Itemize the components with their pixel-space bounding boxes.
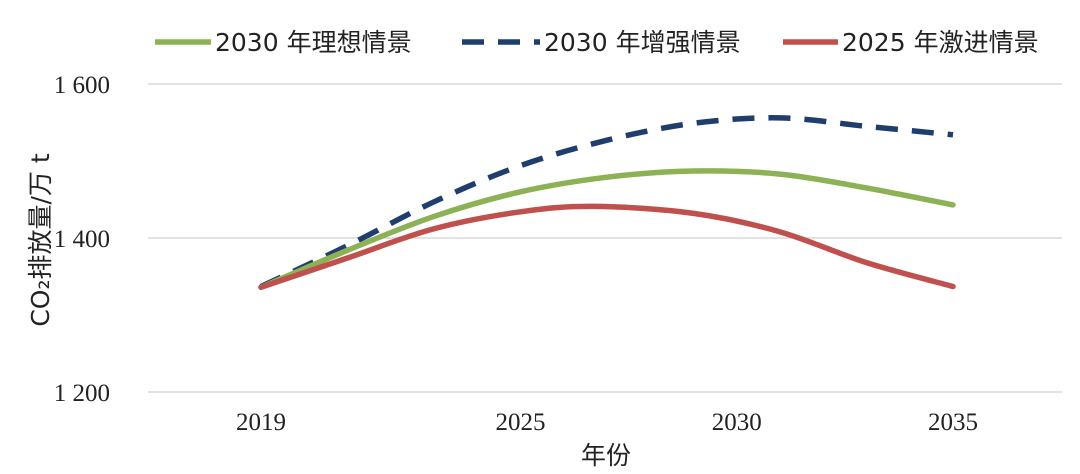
series-lines [258,115,956,291]
x-tick-label: 2030 [712,409,762,436]
series-line-2 [259,115,954,289]
series-line-1 [258,168,956,291]
legend: 2030 年理想情景 2030 年增强情景 2025 年激进情景 [155,28,1039,57]
x-tick-label: 2035 [928,409,978,436]
legend-label-2: 2030 年增强情景 [544,28,741,57]
y-tick-label: 1 600 [54,72,110,99]
x-tick-label: 2025 [496,409,546,436]
grid-lines [148,83,1062,393]
series-line-3 [258,203,956,291]
y-tick-label: 1 200 [54,380,110,407]
y-axis-title: CO₂排放量/万 t [26,153,55,327]
y-tick-label: 1 400 [54,226,110,253]
x-tick-labels: 2019 2025 2030 2035 [236,409,978,436]
y-tick-labels: 1 200 1 400 1 600 [54,72,110,407]
legend-label-1: 2030 年理想情景 [215,28,412,57]
legend-label-3: 2025 年激进情景 [842,28,1039,57]
x-axis-title: 年份 [581,441,631,470]
x-tick-label: 2019 [236,409,286,436]
